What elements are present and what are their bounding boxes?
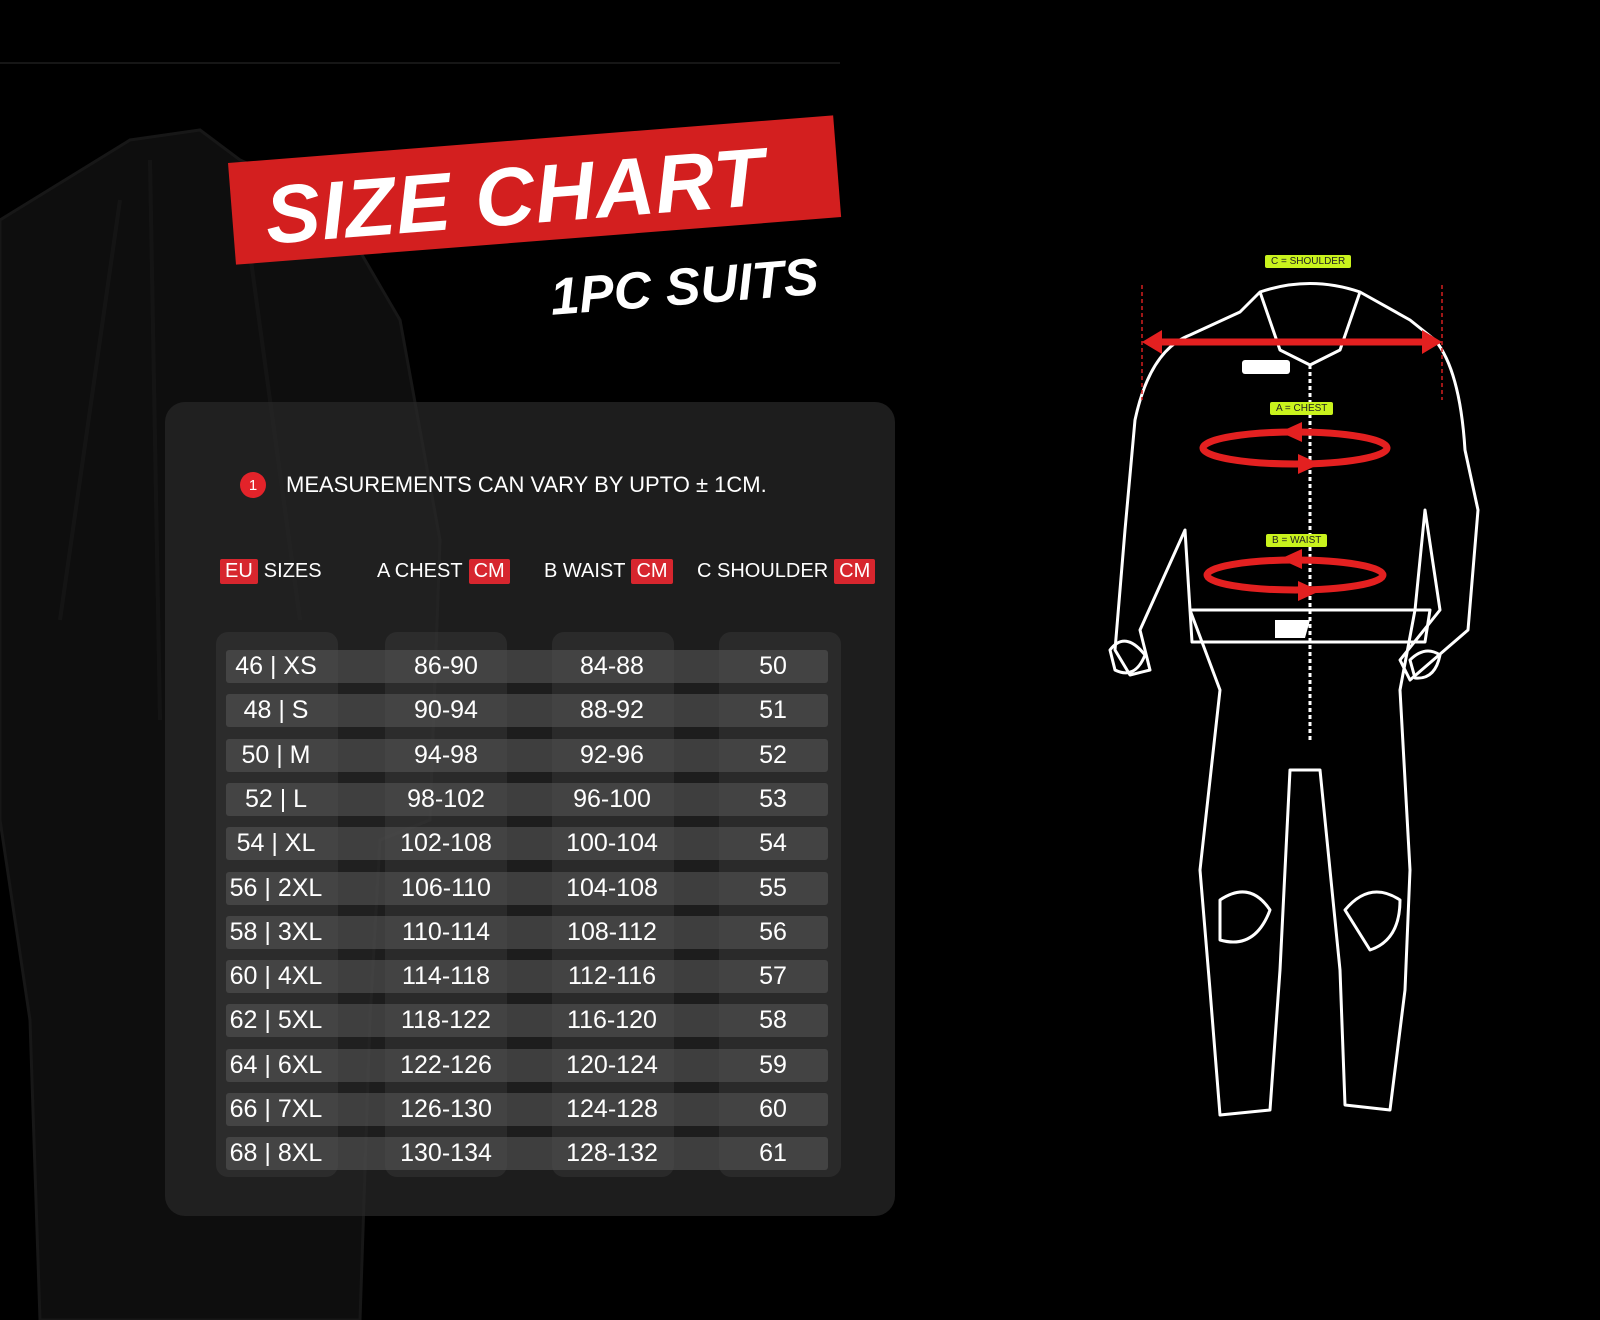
divider	[0, 62, 840, 64]
table-row: 62 | 5XL 118-122 116-120 58	[226, 1004, 828, 1038]
table-row: 66 | 7XL 126-130 124-128 60	[226, 1093, 828, 1126]
note-text: MEASUREMENTS CAN VARY BY UPTO ± 1CM.	[286, 472, 767, 497]
chest-cell: 106-110	[401, 873, 491, 902]
waist-cell: 88-92	[580, 696, 644, 725]
table-row: 56 | 2XL 106-110 104-108 55	[226, 871, 828, 905]
waist-cell: 116-120	[567, 1006, 657, 1035]
waist-cell: 128-132	[566, 1139, 658, 1168]
chest-cell: 90-94	[414, 696, 478, 725]
chest-cell: 86-90	[414, 652, 478, 680]
chest-cell: 110-114	[401, 917, 491, 946]
shoulder-cell: 52	[759, 740, 787, 769]
shoulder-cell: 50	[759, 652, 787, 680]
cm-tag: CM	[468, 559, 510, 584]
size-cell: 58 | 3XL	[229, 917, 323, 946]
waist-cell: 100-104	[566, 829, 658, 858]
size-cell: 54 | XL	[236, 829, 316, 858]
header-waist: B WAIST CM	[544, 559, 679, 584]
suit-diagram: C = SHOULDER A = CHEST B = WAIST	[1080, 250, 1500, 1135]
chest-cell: 102-108	[400, 829, 492, 858]
shoulder-label: C = SHOULDER	[1265, 255, 1352, 268]
info-icon: 1	[240, 472, 266, 498]
size-cell: 60 | 4XL	[229, 962, 323, 991]
table-row: 68 | 8XL 130-134 128-132 61	[226, 1137, 828, 1171]
shoulder-cell: 57	[759, 962, 787, 991]
size-cell: 50 | M	[241, 740, 311, 769]
waist-cell: 84-88	[580, 652, 644, 680]
header-sizes: EU SIZES	[220, 559, 322, 584]
shoulder-cell: 51	[759, 696, 787, 725]
table-row: 58 | 3XL 110-114 108-112 56	[226, 915, 828, 949]
shoulder-cell: 53	[759, 784, 787, 813]
table-row: 54 | XL 102-108 100-104 54	[226, 827, 828, 861]
chest-cell: 118-122	[401, 1006, 491, 1035]
chest-cell: 122-126	[400, 1050, 492, 1079]
shoulder-cell: 55	[759, 873, 787, 902]
shoulder-cell: 58	[759, 1006, 787, 1035]
waist-cell: 96-100	[573, 784, 651, 813]
waist-cell: 92-96	[580, 740, 644, 769]
size-cell: 62 | 5XL	[229, 1006, 323, 1035]
shoulder-cell: 56	[759, 917, 787, 946]
chest-cell: 126-130	[400, 1095, 492, 1123]
shoulder-cell: 59	[759, 1050, 787, 1079]
waist-cell: 108-112	[567, 917, 657, 946]
header-label: B WAIST	[544, 560, 626, 582]
size-cell: 52 | L	[244, 784, 308, 813]
chest-cell: 130-134	[400, 1139, 492, 1168]
chest-cell: 98-102	[407, 784, 485, 813]
table-row: 48 | S 90-94 88-92 51	[226, 694, 828, 728]
size-cell: 66 | 7XL	[229, 1095, 323, 1123]
header-label: C SHOULDER	[697, 560, 829, 582]
eu-tag: EU	[220, 559, 258, 584]
page-subtitle: 1PC SUITS	[548, 247, 821, 327]
shoulder-cell: 61	[759, 1139, 787, 1168]
size-cell: 56 | 2XL	[229, 873, 323, 902]
chest-cell: 114-118	[401, 962, 491, 991]
table-row: 52 | L 98-102 96-100 53	[226, 782, 828, 816]
header-shoulder: C SHOULDER CM	[697, 559, 881, 584]
waist-label: B = WAIST	[1266, 534, 1328, 547]
shoulder-cell: 54	[759, 829, 787, 858]
waist-cell: 120-124	[566, 1050, 658, 1079]
header-label: SIZES	[263, 560, 322, 582]
header-label: A CHEST	[377, 560, 463, 582]
cm-tag: CM	[834, 559, 876, 584]
size-cell: 48 | S	[243, 696, 309, 725]
header-chest: A CHEST CM	[377, 559, 516, 584]
size-cell: 64 | 6XL	[229, 1050, 323, 1079]
waist-cell: 104-108	[566, 873, 658, 902]
table-row: 64 | 6XL 122-126 120-124 59	[226, 1048, 828, 1082]
shoulder-cell: 60	[759, 1095, 787, 1123]
chest-label: A = CHEST	[1270, 402, 1334, 415]
waist-cell: 124-128	[566, 1095, 658, 1123]
measurement-note: 1 MEASUREMENTS CAN VARY BY UPTO ± 1CM.	[240, 472, 767, 498]
table-row: 46 | XS 86-90 84-88 50	[226, 650, 828, 683]
cm-tag: CM	[631, 559, 673, 584]
table-row: 60 | 4XL 114-118 112-116 57	[226, 960, 828, 994]
size-cell: 68 | 8XL	[229, 1139, 323, 1168]
suit-outline-icon	[1108, 282, 1480, 1117]
size-cell: 46 | XS	[235, 652, 317, 680]
waist-cell: 112-116	[567, 962, 657, 991]
table-row: 50 | M 94-98 92-96 52	[226, 738, 828, 772]
chest-cell: 94-98	[414, 740, 478, 769]
